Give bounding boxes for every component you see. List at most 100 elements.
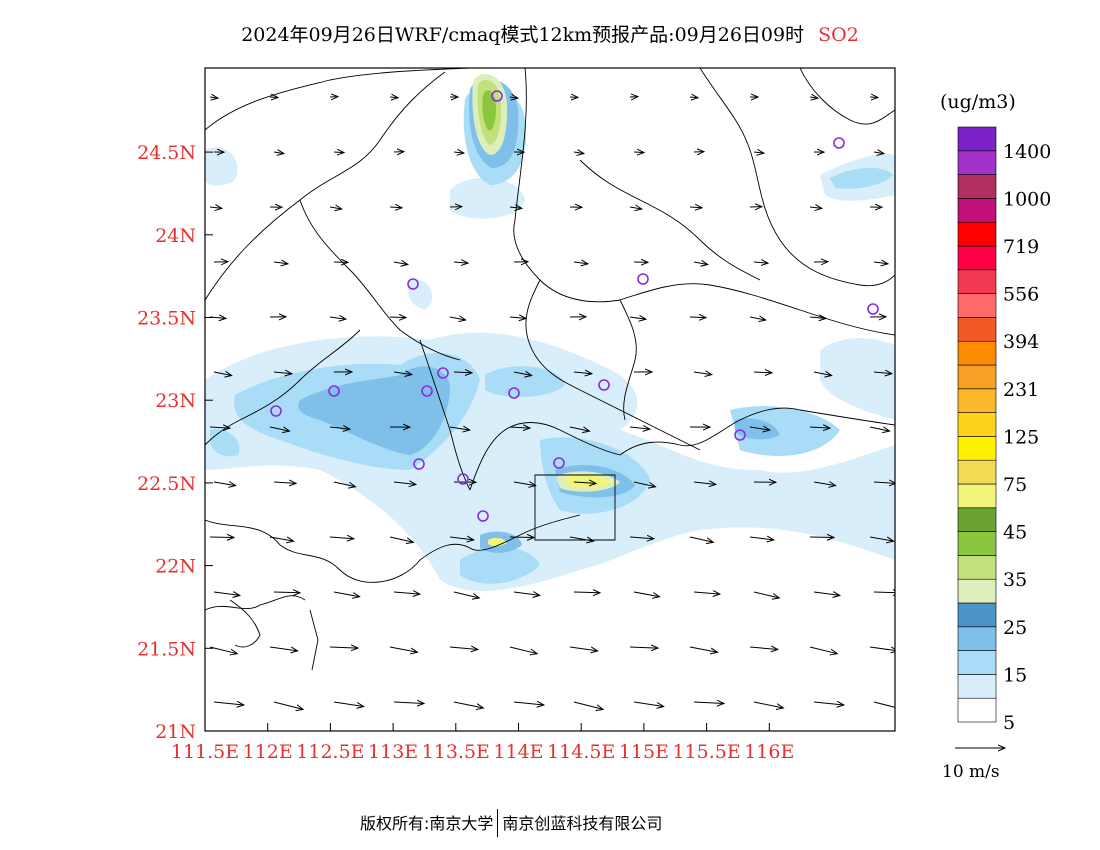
- colorbar-label: 719: [1003, 236, 1039, 258]
- wind-arrow: [689, 646, 718, 652]
- wind-arrow: [513, 702, 544, 705]
- wind-arrow: [273, 482, 296, 483]
- colorbar-swatch: [957, 245, 997, 271]
- colorbar-label: 5: [1003, 712, 1015, 734]
- wind-arrow: [449, 537, 474, 540]
- colorbar-label: 45: [1003, 522, 1027, 544]
- wind-arrow: [573, 262, 588, 264]
- wind-arrow: [269, 646, 298, 651]
- wind-arrow: [513, 372, 532, 376]
- wind-arrow: [329, 647, 358, 648]
- wind-arrow: [509, 646, 537, 654]
- wind-arrow: [569, 536, 594, 541]
- wind-arrow: [813, 372, 832, 376]
- wind-arrow: [269, 536, 294, 541]
- wind-arrow: [633, 152, 644, 153]
- wind-arrow: [689, 207, 702, 208]
- colorbar-swatch: [957, 578, 997, 604]
- wind-arrow: [809, 97, 818, 98]
- colorbar-swatch: [957, 150, 997, 175]
- wind-arrow: [449, 427, 470, 430]
- wind-arrow: [509, 97, 518, 98]
- wind-arrow: [689, 97, 698, 98]
- colorbar-swatch: [957, 364, 997, 390]
- colorbar-label: 1000: [1003, 188, 1051, 210]
- wind-arrow: [389, 646, 418, 652]
- title-main: 2024年09月26日WRF/cmaq模式12km预报产品:09月26日09时: [241, 24, 805, 46]
- station-marker: [867, 303, 879, 315]
- y-tick-label: 22.5N: [137, 473, 196, 495]
- wind-arrow: [389, 536, 413, 542]
- wind-arrow: [273, 592, 300, 593]
- wind-arrow: [693, 592, 720, 594]
- wind-arrow: [393, 262, 408, 265]
- wind-arrow: [573, 592, 600, 593]
- wind-arrow: [873, 482, 895, 483]
- plot-frame: [204, 67, 896, 732]
- wind-arrow: [629, 647, 658, 648]
- y-tick-label: 23.5N: [137, 308, 196, 330]
- wind-arrow: [449, 647, 478, 650]
- wind-arrow: [809, 427, 830, 428]
- wind-arrow: [393, 592, 420, 594]
- station-marker: [328, 385, 340, 397]
- colorbar-label: 75: [1003, 474, 1027, 496]
- footer-left: 版权所有:南京大学: [360, 814, 494, 833]
- boundaries: [205, 68, 895, 671]
- x-tick-label: 114.5E: [547, 741, 615, 763]
- wind-arrow: [753, 152, 764, 153]
- wind-arrow: [569, 646, 598, 651]
- wind-arrow: [693, 482, 716, 485]
- wind-arrow: [573, 152, 584, 154]
- wind-arrow: [509, 427, 530, 428]
- wind-arrow: [273, 372, 292, 374]
- wind-arrow: [573, 701, 603, 709]
- wind-arrow: [269, 427, 290, 431]
- wind-arrow: [569, 427, 590, 431]
- wind-arrow: [509, 317, 526, 318]
- colorbar-swatch: [957, 507, 997, 532]
- colorbar-unit: (ug/m3): [940, 91, 1016, 113]
- x-tick-label: 112E: [243, 741, 293, 763]
- station-marker: [407, 278, 419, 290]
- wind-arrow: [389, 207, 402, 208]
- wind-arrow: [209, 537, 234, 538]
- wind-arrow: [329, 427, 350, 429]
- wind-arrow: [689, 536, 713, 542]
- wind-arrow: [749, 427, 770, 430]
- colorbar-label: 125: [1003, 426, 1039, 448]
- colorbar-swatch: [957, 126, 997, 152]
- colorbar-label: 394: [1003, 331, 1039, 353]
- colorbar-label: 556: [1003, 284, 1039, 306]
- wind-arrow: [213, 482, 236, 486]
- x-tick-label: 116E: [744, 741, 794, 763]
- wind-arrow: [329, 207, 342, 209]
- colorbar-swatch: [957, 602, 997, 628]
- wind-arrow: [753, 701, 783, 708]
- wind-arrow: [393, 482, 416, 485]
- station-marker: [457, 473, 469, 485]
- wind-arrow: [633, 591, 660, 597]
- wind-arrow: [629, 427, 650, 429]
- station-marker: [477, 510, 489, 522]
- wind-arrow: [209, 207, 222, 208]
- wind-arrow: [809, 537, 834, 538]
- colorbar-swatch: [957, 483, 997, 509]
- colorbar-swatch: [957, 459, 997, 485]
- colorbar-swatch: [957, 650, 997, 675]
- wind-arrow: [873, 701, 895, 708]
- wind-arrow: [749, 647, 778, 650]
- colorbar-swatch: [957, 674, 997, 699]
- wind-vectors: [209, 97, 895, 710]
- monitoring-stations: [270, 90, 879, 522]
- wind-arrow: [573, 482, 596, 483]
- copyright-footer: 版权所有:南京大学 南京创蓝科技有限公司: [360, 808, 662, 839]
- station-marker: [553, 457, 565, 469]
- wind-arrow: [873, 262, 888, 264]
- x-tick-label: 115.5E: [672, 741, 740, 763]
- wind-arrow: [633, 481, 656, 487]
- wind-arrow: [329, 317, 346, 319]
- wind-arrow: [753, 262, 768, 263]
- wind-arrow: [809, 646, 837, 654]
